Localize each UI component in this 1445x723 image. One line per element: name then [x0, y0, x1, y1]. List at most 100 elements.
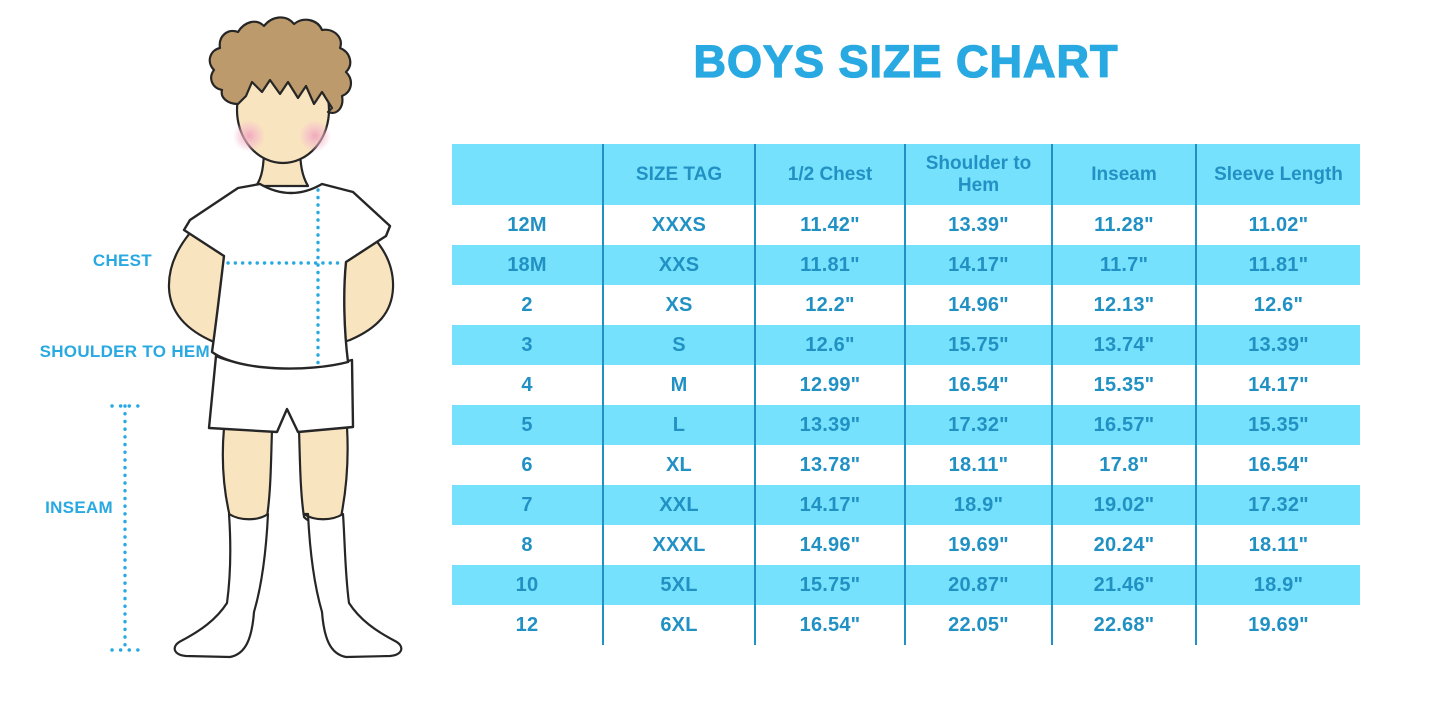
table-cell: 8	[521, 533, 533, 556]
table-cell: XS	[602, 285, 755, 325]
table-row: 6 XL 13.78" 18.11" 17.8" 16.54"	[452, 445, 1360, 485]
size-table-body: 12M XXXS 11.42" 13.39" 11.28" 11.02" 18M XXS 11.…	[452, 205, 1360, 645]
table-cell: 18.9"	[904, 485, 1052, 525]
table-cell: 12	[515, 613, 539, 636]
table-cell: 12.6"	[1195, 285, 1360, 325]
table-row: 12M XXXS 11.42" 13.39" 11.28" 11.02"	[452, 205, 1360, 245]
header-cell: Inseam	[1051, 144, 1196, 205]
table-cell: 5XL	[602, 565, 755, 605]
table-cell: 11.02"	[1195, 205, 1360, 245]
header-row: SIZE TAG 1/2 Chest Shoulder to Hem Inseam Sl…	[452, 144, 1360, 205]
header-cell	[452, 144, 603, 205]
boy-hair	[208, 16, 352, 114]
table-row: 8 XXXL 14.96" 19.69" 20.24" 18.11"	[452, 525, 1360, 565]
table-cell: 16.57"	[1051, 405, 1196, 445]
shoulder-to-hem-label: SHOULDER TO HEM	[39, 342, 210, 361]
table-row: 12 6XL 16.54" 22.05" 22.68" 19.69"	[452, 605, 1360, 645]
table-cell: 15.75"	[754, 565, 905, 605]
table-row: 7 XXL 14.17" 18.9" 19.02" 17.32"	[452, 485, 1360, 525]
table-cell: 18M	[507, 253, 547, 276]
table-cell: 16.54"	[1195, 445, 1360, 485]
table-cell: 17.32"	[904, 405, 1052, 445]
boy-figure-graphic	[110, 16, 403, 659]
table-cell: 14.96"	[754, 525, 905, 565]
table-row: 4 M 12.99" 16.54" 15.35" 14.17"	[452, 365, 1360, 405]
boy-blush-left	[233, 120, 265, 152]
table-cell: 12.2"	[754, 285, 905, 325]
table-cell: 13.39"	[904, 205, 1052, 245]
chest-label: CHEST	[92, 251, 152, 270]
table-cell: 14.96"	[904, 285, 1052, 325]
boy-blush-right	[299, 120, 331, 152]
table-cell: XXXL	[602, 525, 755, 565]
table-cell: 18.11"	[904, 445, 1052, 485]
table-cell: 18.11"	[1195, 525, 1360, 565]
table-cell: 22.68"	[1051, 605, 1196, 645]
table-cell: 7	[521, 493, 533, 516]
table-cell: 2	[521, 293, 533, 316]
table-cell: 16.54"	[904, 365, 1052, 405]
table-cell: 13.39"	[754, 405, 905, 445]
table-cell: 14.17"	[754, 485, 905, 525]
table-cell: XXL	[602, 485, 755, 525]
table-cell: 20.24"	[1051, 525, 1196, 565]
table-cell: 14.17"	[904, 245, 1052, 285]
table-cell: XXS	[602, 245, 755, 285]
table-row: 18M XXS 11.81" 14.17" 11.7" 11.81"	[452, 245, 1360, 285]
table-cell: S	[602, 325, 755, 365]
table-cell: 5	[521, 413, 533, 436]
table-cell: 15.75"	[904, 325, 1052, 365]
table-cell: 6	[521, 453, 533, 476]
table-cell: XXXS	[602, 205, 755, 245]
table-cell: 18.9"	[1195, 565, 1360, 605]
table-cell: 4	[521, 373, 533, 396]
table-cell: 11.7"	[1051, 245, 1196, 285]
table-cell: 13.74"	[1051, 325, 1196, 365]
table-cell: 21.46"	[1051, 565, 1196, 605]
table-cell: 6XL	[602, 605, 755, 645]
page-title: BOYS SIZE CHART	[693, 35, 1119, 87]
table-cell: XL	[602, 445, 755, 485]
table-cell: M	[602, 365, 755, 405]
table-cell: 12.6"	[754, 325, 905, 365]
header-cell: 1/2 Chest	[754, 144, 905, 205]
table-cell: 12.99"	[754, 365, 905, 405]
table-cell: 15.35"	[1195, 405, 1360, 445]
table-cell: 12M	[507, 213, 547, 236]
table-cell: 19.69"	[1195, 605, 1360, 645]
table-cell: 20.87"	[904, 565, 1052, 605]
table-cell: 19.69"	[904, 525, 1052, 565]
table-cell: 17.32"	[1195, 485, 1360, 525]
table-cell: 22.05"	[904, 605, 1052, 645]
table-cell: 13.78"	[754, 445, 905, 485]
header-cell: Shoulder to Hem	[904, 144, 1052, 205]
header-cell: SIZE TAG	[602, 144, 755, 205]
table-row: 5 L 13.39" 17.32" 16.57" 15.35"	[452, 405, 1360, 445]
table-cell: 15.35"	[1051, 365, 1196, 405]
table-row: 3 S 12.6" 15.75" 13.74" 13.39"	[452, 325, 1360, 365]
table-cell: 14.17"	[1195, 365, 1360, 405]
boy-measurement-illustration: CHEST SHOULDER TO HEM INSEAM	[0, 0, 450, 723]
table-cell: 11.42"	[754, 205, 905, 245]
table-cell: 11.81"	[1195, 245, 1360, 285]
boy-socks	[173, 512, 403, 659]
boy-shirt	[182, 182, 392, 370]
table-row: 10 5XL 15.75" 20.87" 21.46" 18.9"	[452, 565, 1360, 605]
boy-legs	[221, 425, 349, 525]
size-table: SIZE TAG 1/2 Chest Shoulder to Hem Inseam Sl…	[452, 144, 1360, 645]
table-cell: 12.13"	[1051, 285, 1196, 325]
table-cell: L	[602, 405, 755, 445]
header-cell: Sleeve Length	[1195, 144, 1360, 205]
table-cell: 13.39"	[1195, 325, 1360, 365]
table-cell: 19.02"	[1051, 485, 1196, 525]
table-cell: 11.81"	[754, 245, 905, 285]
inseam-label: INSEAM	[45, 498, 113, 517]
table-cell: 17.8"	[1051, 445, 1196, 485]
table-cell: 10	[515, 573, 539, 596]
table-row: 2 XS 12.2" 14.96" 12.13" 12.6"	[452, 285, 1360, 325]
table-cell: 11.28"	[1051, 205, 1196, 245]
table-cell: 3	[521, 333, 533, 356]
table-cell: 16.54"	[754, 605, 905, 645]
size-table-header: SIZE TAG 1/2 Chest Shoulder to Hem Inseam Sl…	[452, 144, 1360, 205]
